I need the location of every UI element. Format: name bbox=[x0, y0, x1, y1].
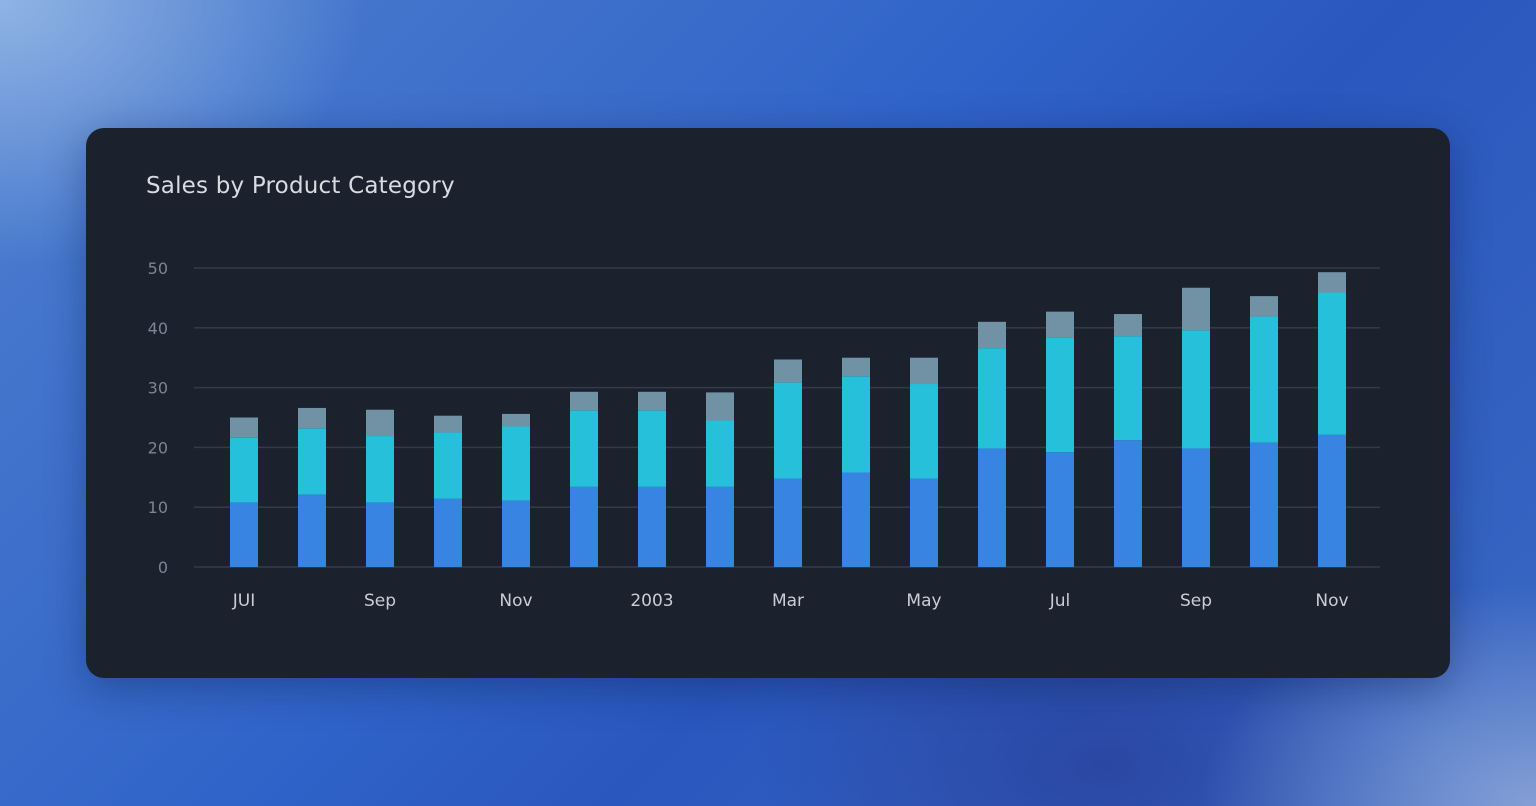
bar-segment-s1-10 bbox=[910, 384, 938, 479]
stacked-bar-chart: 0 10 20 30 40 50 JUI Sep Nov 2003 Mar May Jul Sep Nov bbox=[148, 259, 1380, 611]
bar-stack-0 bbox=[230, 417, 258, 567]
bar-segment-s0-15 bbox=[1250, 442, 1278, 567]
bar-segment-s2-0 bbox=[230, 417, 258, 438]
bar-stack-6 bbox=[638, 391, 666, 567]
bar-segment-s1-2 bbox=[366, 436, 394, 503]
bar-segment-s1-16 bbox=[1318, 292, 1346, 435]
bar-segment-s2-9 bbox=[842, 357, 870, 377]
bar-segment-s2-12 bbox=[1046, 311, 1074, 338]
bar-segment-s2-5 bbox=[570, 391, 598, 411]
bar-segment-s2-10 bbox=[910, 357, 938, 385]
bar-stack-13 bbox=[1114, 314, 1142, 567]
bar-segment-s1-13 bbox=[1114, 336, 1142, 441]
bar-segment-s0-12 bbox=[1046, 452, 1074, 567]
bar-segment-s0-16 bbox=[1318, 434, 1346, 567]
bar-segment-s0-5 bbox=[570, 486, 598, 567]
bar-segment-s1-11 bbox=[978, 348, 1006, 449]
y-tick-label: 50 bbox=[148, 259, 168, 278]
bar-stack-2 bbox=[366, 409, 394, 567]
bar-segment-s0-7 bbox=[706, 486, 734, 567]
bar-segment-s1-12 bbox=[1046, 337, 1074, 453]
y-tick-label: 30 bbox=[148, 379, 168, 398]
bar-segment-s2-15 bbox=[1250, 296, 1278, 317]
y-tick-label: 0 bbox=[158, 558, 168, 577]
bar-segment-s2-11 bbox=[978, 321, 1006, 349]
bar-segment-s0-8 bbox=[774, 478, 802, 567]
bar-segment-s2-3 bbox=[434, 415, 462, 433]
x-tick-label: JUI bbox=[232, 591, 255, 611]
bar-segment-s1-8 bbox=[774, 382, 802, 479]
bar-segment-s2-2 bbox=[366, 409, 394, 437]
x-axis-ticks: JUI Sep Nov 2003 Mar May Jul Sep Nov bbox=[232, 591, 1349, 611]
y-tick-label: 40 bbox=[148, 319, 168, 338]
bar-segment-s0-2 bbox=[366, 502, 394, 567]
x-tick-label: May bbox=[906, 591, 941, 611]
bar-segment-s2-14 bbox=[1182, 287, 1210, 331]
bar-stack-1 bbox=[298, 407, 326, 567]
bar-segment-s0-10 bbox=[910, 478, 938, 567]
bar-stack-8 bbox=[774, 359, 802, 567]
x-tick-label: Sep bbox=[1180, 591, 1212, 611]
bar-segment-s0-11 bbox=[978, 448, 1006, 567]
chart-title: Sales by Product Category bbox=[146, 173, 455, 199]
bar-stack-12 bbox=[1046, 311, 1074, 567]
bar-segment-s0-1 bbox=[298, 494, 326, 567]
bar-stack-7 bbox=[706, 392, 734, 567]
x-tick-label: Nov bbox=[499, 591, 532, 611]
bar-segment-s1-9 bbox=[842, 376, 870, 473]
bar-stack-5 bbox=[570, 391, 598, 567]
bar-segment-s0-3 bbox=[434, 498, 462, 567]
bar-segment-s0-9 bbox=[842, 472, 870, 567]
bar-segment-s0-0 bbox=[230, 502, 258, 567]
bar-segment-s0-14 bbox=[1182, 448, 1210, 567]
bar-segment-s2-8 bbox=[774, 359, 802, 383]
bar-segment-s1-3 bbox=[434, 432, 462, 499]
bar-stack-4 bbox=[502, 413, 530, 567]
bar-stack-14 bbox=[1182, 287, 1210, 567]
bar-segment-s1-15 bbox=[1250, 316, 1278, 443]
bars bbox=[230, 272, 1346, 567]
bar-segment-s2-13 bbox=[1114, 314, 1142, 337]
bar-segment-s1-4 bbox=[502, 426, 530, 501]
x-tick-label: 2003 bbox=[630, 591, 673, 611]
x-tick-label: Mar bbox=[772, 591, 804, 611]
y-tick-label: 20 bbox=[148, 438, 168, 457]
bar-stack-15 bbox=[1250, 296, 1278, 567]
bar-segment-s1-0 bbox=[230, 437, 258, 503]
bar-segment-s1-14 bbox=[1182, 330, 1210, 449]
y-tick-label: 10 bbox=[148, 498, 168, 517]
bar-segment-s2-6 bbox=[638, 391, 666, 411]
bar-segment-s1-6 bbox=[638, 410, 666, 487]
bar-stack-16 bbox=[1318, 272, 1346, 567]
y-axis-ticks: 0 10 20 30 40 50 bbox=[148, 259, 168, 577]
bar-segment-s0-4 bbox=[502, 500, 530, 567]
bar-stack-3 bbox=[434, 415, 462, 567]
bar-stack-11 bbox=[978, 321, 1006, 567]
bar-segment-s1-1 bbox=[298, 428, 326, 495]
x-tick-label: Sep bbox=[364, 591, 396, 611]
bar-segment-s2-16 bbox=[1318, 272, 1346, 293]
bar-segment-s0-13 bbox=[1114, 440, 1142, 567]
bar-segment-s2-7 bbox=[706, 392, 734, 421]
bar-segment-s2-1 bbox=[298, 407, 326, 429]
x-tick-label: Jul bbox=[1049, 591, 1071, 611]
bar-stack-10 bbox=[910, 357, 938, 567]
chart-card: Sales by Product Category 0 10 20 30 40 50 JU… bbox=[86, 128, 1450, 678]
bar-segment-s0-6 bbox=[638, 486, 666, 567]
bar-stack-9 bbox=[842, 357, 870, 567]
bar-segment-s2-4 bbox=[502, 413, 530, 427]
x-tick-label: Nov bbox=[1315, 591, 1348, 611]
bar-segment-s1-5 bbox=[570, 410, 598, 487]
bar-segment-s1-7 bbox=[706, 420, 734, 487]
